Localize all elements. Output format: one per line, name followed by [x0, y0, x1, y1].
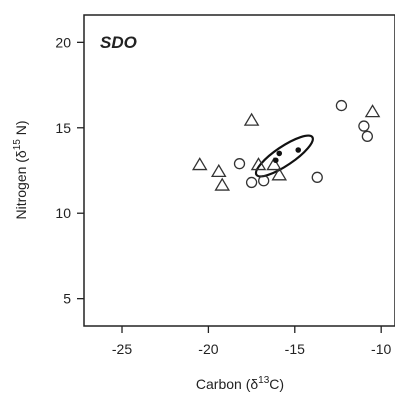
circle-point	[258, 175, 270, 187]
y-axis-label: Nitrogen (δ15 N)	[12, 120, 29, 219]
x-tick-label: -15	[285, 341, 305, 357]
y-tick-label: 10	[55, 205, 71, 221]
triangle-point	[266, 157, 282, 171]
triangle-point	[271, 167, 288, 181]
triangle-point	[210, 163, 227, 178]
x-tick-label: -20	[198, 341, 218, 357]
triangle-point	[364, 104, 381, 118]
circle-point	[311, 171, 323, 183]
y-tick-label: 20	[55, 34, 71, 50]
x-axis: -25 -20 -15 -10	[112, 326, 392, 357]
circle-point	[335, 99, 348, 112]
dot-point	[295, 147, 302, 153]
dot-point	[272, 157, 279, 164]
y-axis: 5 10 15 20	[55, 34, 84, 307]
x-tick-label: -25	[112, 341, 132, 357]
y-tick-label: 15	[55, 120, 71, 136]
triangle-point	[214, 177, 231, 191]
circle-point	[233, 158, 246, 170]
triangle-point	[250, 157, 267, 171]
confidence-ellipse	[254, 134, 314, 178]
circle-point	[361, 130, 374, 142]
triangle-point	[243, 112, 260, 126]
x-tick-label: -10	[371, 341, 391, 357]
y-tick-label: 5	[63, 291, 71, 307]
plot-frame	[83, 14, 395, 327]
panel-title: SDO	[100, 33, 137, 52]
circle-point	[245, 176, 258, 189]
circle-point	[358, 120, 370, 132]
x-axis-label: Carbon (δ13C)	[196, 375, 284, 392]
dot-point	[276, 150, 283, 157]
triangle-point	[191, 157, 208, 171]
data-marks	[191, 99, 381, 191]
